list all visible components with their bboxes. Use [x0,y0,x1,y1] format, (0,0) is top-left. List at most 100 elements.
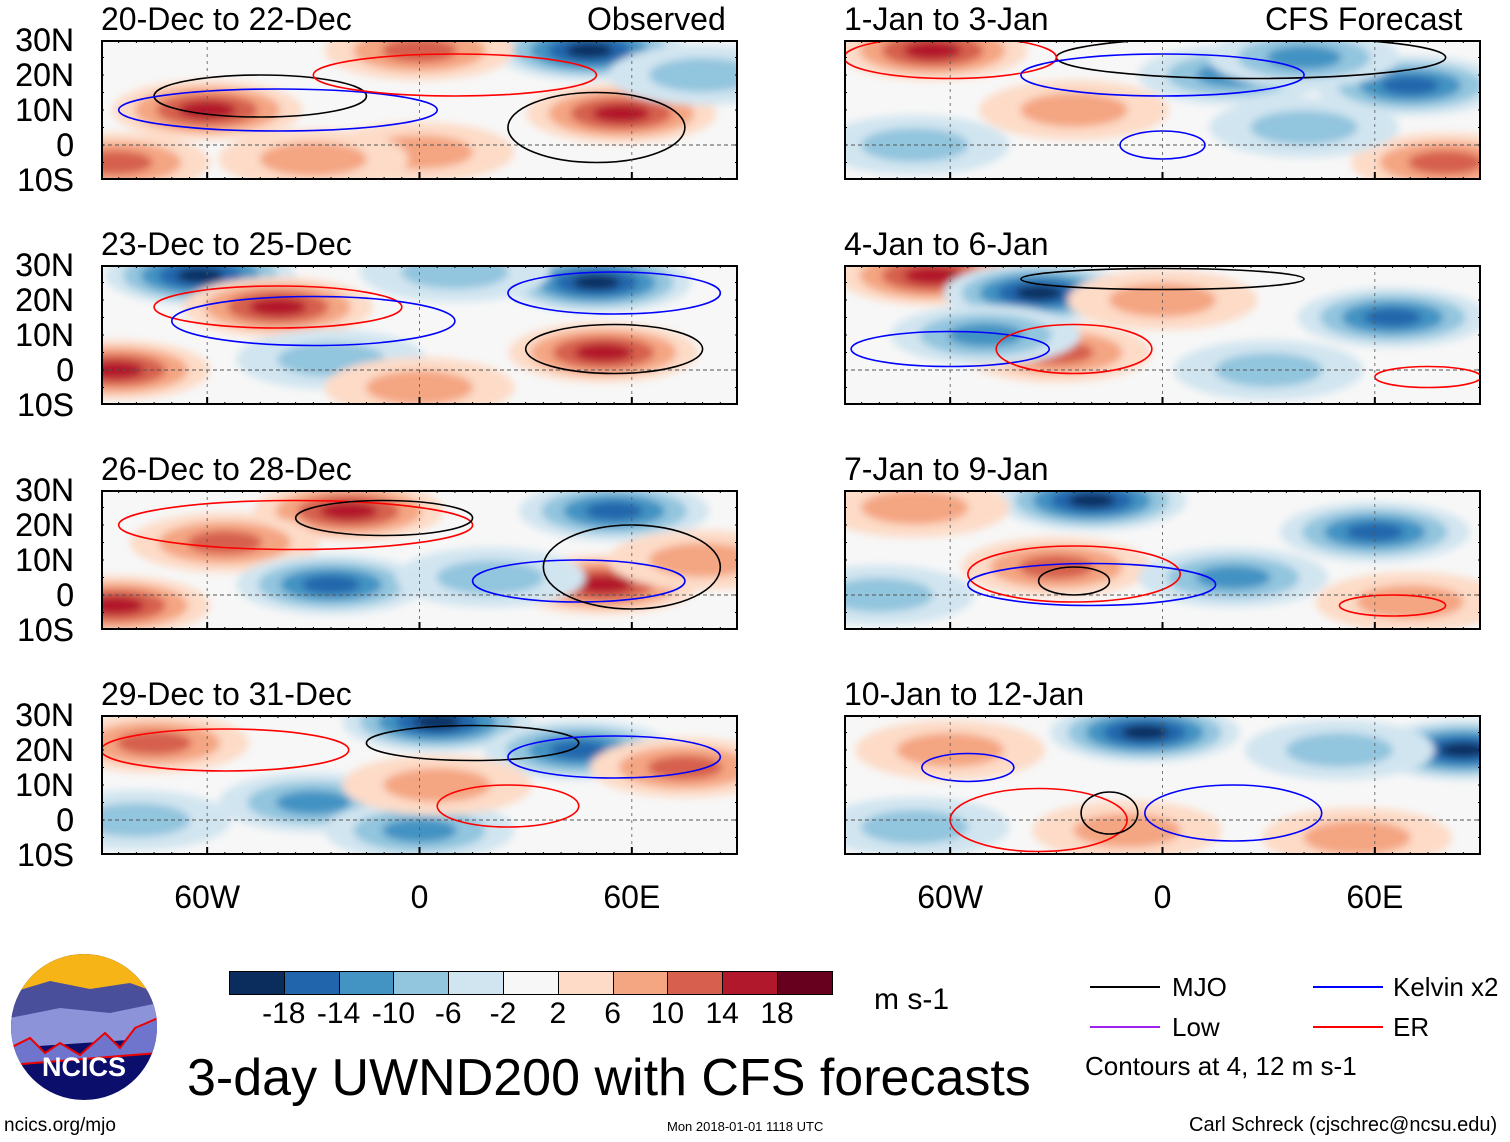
y-tick-label: 0 [56,127,74,163]
colorbar-swatch [338,971,395,995]
panel-title: 10-Jan to 12-Jan [844,676,1085,712]
wind-anomaly-fill [302,575,360,594]
legend-line-kelvin [1313,986,1383,988]
y-tick-label: 10N [15,767,74,803]
contour-er [436,784,580,828]
panel-title: 26-Dec to 28-Dec [101,451,352,487]
wind-anomaly-fill [101,150,153,175]
y-tick-label: 20N [15,57,74,93]
wind-anomaly-fill [861,810,969,844]
contour-kelvin [117,88,438,132]
wind-anomaly-fill [1381,76,1439,95]
y-tick-label: 10N [15,92,74,128]
panel-title: 20-Dec to 22-Dec [101,1,352,37]
wind-anomaly-fill [566,43,613,58]
contour-er [995,323,1153,375]
contour-er [117,499,474,551]
observed-header: Observed [587,1,726,37]
y-tick-label: 10N [15,92,74,128]
colorbar-label: 2 [549,997,567,1030]
y-tick-label: 20N [15,282,74,318]
footer-url: ncics.org/mjo [4,1115,116,1136]
colorbar-swatch [557,971,614,995]
panel-title: 29-Dec to 31-Dec [101,676,352,712]
y-tick-label: 10N [15,542,74,578]
y-tick-label: 30N [15,247,74,283]
panel-title: 4-Jan to 6-Jan [844,226,1049,262]
ncics-logo: NCICS [10,953,158,1101]
y-tick-label: 10S [17,837,74,873]
colorbar-swatch [722,971,778,995]
wind-anomaly-fill [592,104,650,123]
legend-line-mjo [1090,986,1160,988]
map-svg [844,490,1481,630]
y-tick-label: 30N [15,247,74,283]
contour-mjo [294,499,474,537]
wind-anomaly-fill [401,265,509,289]
wind-anomaly-fill [574,343,633,362]
wind-anomaly-fill [948,323,1023,347]
colorbar-label: 14 [705,997,739,1030]
map-panel [101,715,738,855]
wind-anomaly-fill [574,575,633,594]
wind-anomaly-fill [365,370,474,405]
map-svg [101,40,738,180]
wind-anomaly-fill [1266,45,1342,70]
wind-anomaly-fill [1020,93,1128,127]
wind-anomaly-fill [1121,725,1169,740]
y-tick-label: 0 [56,127,74,163]
y-tick-label: 10S [17,387,74,423]
map-svg [101,265,738,405]
colorbar-swatch [448,971,504,995]
y-tick-label: 20N [15,507,74,543]
wind-anomaly-fill [1195,565,1271,590]
colorbar-swatch [777,971,833,995]
map-panel [844,490,1481,630]
contour-mjo [1080,791,1139,835]
x-tick-label: 60W [174,879,241,915]
x-tick-label: 60E [1346,879,1404,915]
colorbar-label: -6 [434,997,462,1030]
colorbar-label: 6 [604,997,621,1030]
y-tick-label: 10S [17,837,74,873]
units-label: m s-1 [874,983,949,1016]
wind-anomaly-fill [647,755,723,780]
legend-label-kelvin: Kelvin x2 [1393,972,1499,1002]
figure-title: 3-day UWND200 with CFS forecasts [187,1049,1031,1107]
colorbar-label: -10 [371,997,416,1030]
wind-anomaly-fill [275,790,351,815]
wind-anomaly-fill [585,501,643,521]
contour-mjo [524,323,704,375]
y-tick-label: 0 [56,577,74,613]
panel-title: 7-Jan to 9-Jan [844,451,1049,487]
y-tick-label: 30N [15,472,74,508]
y-tick-label: 0 [56,352,74,388]
contour-mjo [507,91,686,164]
wind-anomaly-fill [249,297,307,317]
wind-anomaly-fill [176,268,224,283]
logo-text: NCICS [42,1052,126,1082]
colorbar-swatch [612,971,669,995]
wind-anomaly-fill [382,40,457,63]
contour-kelvin [170,295,456,347]
contour-kelvin [921,752,1015,783]
map-svg [844,265,1481,405]
legend-label-low: Low [1172,1012,1220,1042]
wind-anomaly-fill [383,768,491,802]
wind-anomaly-fill [1015,285,1062,301]
colorbar-label: -2 [489,997,517,1030]
y-tick-label: 20N [15,507,74,543]
map-svg [844,715,1481,855]
y-tick-label: 0 [56,802,74,838]
y-tick-label: 30N [15,22,74,58]
colorbar-swatch [393,971,450,995]
colorbar-label: -18 [262,997,306,1030]
wind-anomaly-fill [1440,742,1481,758]
colorbar-swatch [283,971,340,995]
y-tick-label: 30N [15,697,74,733]
contour-kelvin [507,735,722,779]
wind-anomaly-fill [550,740,608,760]
map-svg [101,490,738,630]
wind-anomaly-fill [648,543,738,577]
